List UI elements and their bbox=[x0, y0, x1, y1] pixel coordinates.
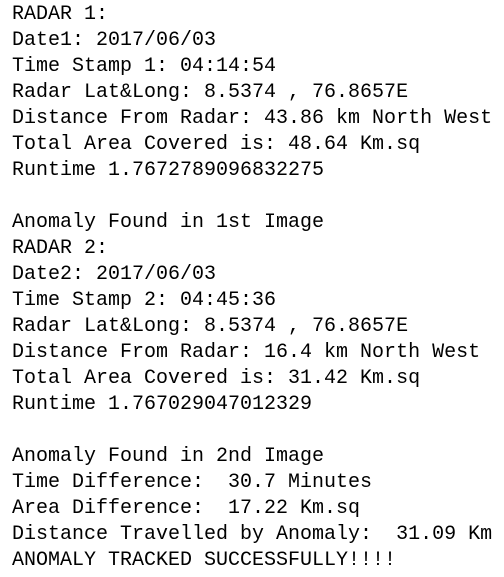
output-line: RADAR 2: bbox=[12, 237, 109, 260]
output-line: Runtime 1.767029047012329 bbox=[12, 393, 313, 416]
output-line: RADAR 1: bbox=[12, 3, 109, 26]
output-line: Anomaly Found in 1st Image bbox=[12, 211, 325, 234]
output-line: Date2: 2017/06/03 bbox=[12, 263, 217, 286]
output-line: Runtime 1.7672789096832275 bbox=[12, 159, 325, 182]
output-line: Time Stamp 2: 04:45:36 bbox=[12, 289, 277, 312]
output-line: Area Difference: 17.22 Km.sq bbox=[12, 497, 361, 520]
output-block: Anomaly Found in 1st Image RADAR 2: Date2:… bbox=[12, 210, 504, 418]
output-line: Distance From Radar: 16.4 km North West bbox=[12, 341, 481, 364]
output-block: RADAR 1: Date1: 2017/06/03 Time Stamp 1: 0… bbox=[12, 2, 504, 184]
output-line: Total Area Covered is: 31.42 Km.sq bbox=[12, 367, 421, 390]
output-line: Distance Travelled by Anomaly: 31.09 Km bbox=[12, 523, 493, 546]
output-line: Distance From Radar: 43.86 km North West bbox=[12, 107, 493, 130]
output-line: Time Difference: 30.7 Minutes bbox=[12, 471, 373, 494]
output-line: Radar Lat&Long: 8.5374 , 76.8657E bbox=[12, 315, 409, 338]
output-line: Date1: 2017/06/03 bbox=[12, 29, 217, 52]
output-line: Anomaly Found in 2nd Image bbox=[12, 445, 325, 468]
output-block: Anomaly Found in 2nd Image Time Differenc… bbox=[12, 444, 504, 574]
output-line: Time Stamp 1: 04:14:54 bbox=[12, 55, 277, 78]
output-line: ANOMALY TRACKED SUCCESSFULLY!!!! bbox=[12, 549, 397, 572]
output-line: Radar Lat&Long: 8.5374 , 76.8657E bbox=[12, 81, 409, 104]
output-line: Total Area Covered is: 48.64 Km.sq bbox=[12, 133, 421, 156]
